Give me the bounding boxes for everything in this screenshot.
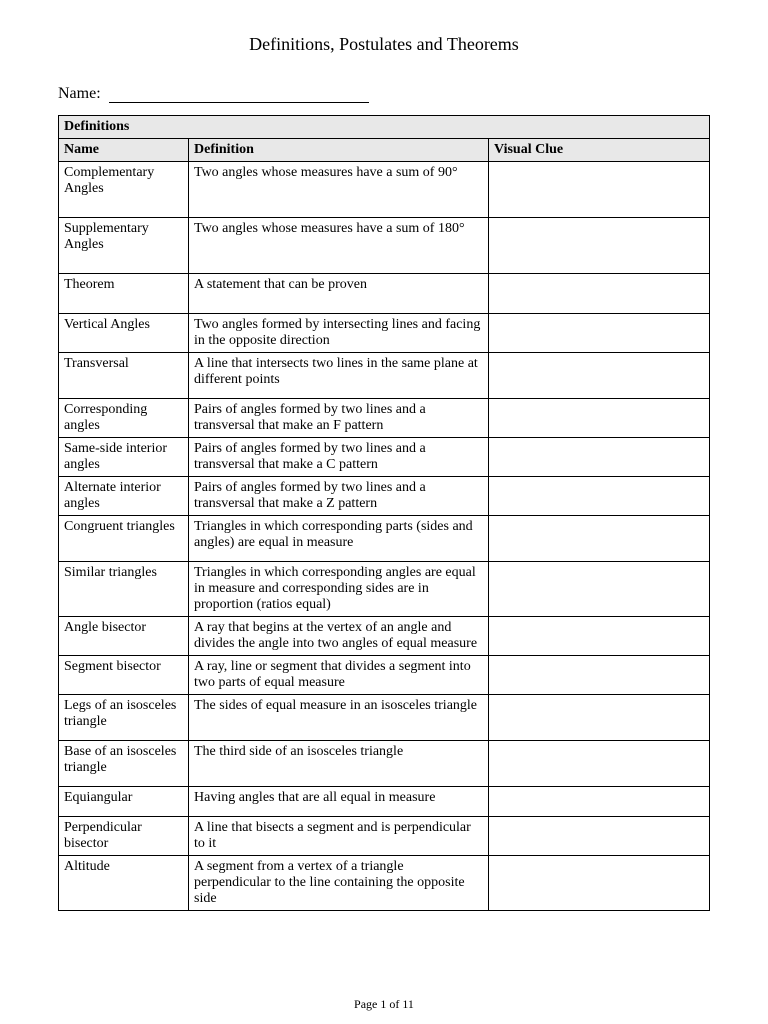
section-header-cell: Definitions — [59, 116, 710, 139]
table-row: Vertical AnglesTwo angles formed by inte… — [59, 314, 710, 353]
term-name-cell: Alternate interior angles — [59, 477, 189, 516]
term-name-cell: Complementary Angles — [59, 162, 189, 218]
definition-cell: Two angles whose measures have a sum of … — [189, 162, 489, 218]
term-name-cell: Theorem — [59, 274, 189, 314]
term-name-cell: Base of an isosceles triangle — [59, 741, 189, 787]
table-row: Perpendicular bisectorA line that bisect… — [59, 817, 710, 856]
term-name-cell: Altitude — [59, 856, 189, 911]
definition-cell: A ray that begins at the vertex of an an… — [189, 617, 489, 656]
table-row: Corresponding anglesPairs of angles form… — [59, 399, 710, 438]
visual-clue-cell — [489, 856, 710, 911]
definition-cell: A ray, line or segment that divides a se… — [189, 656, 489, 695]
definitions-table: Definitions Name Definition Visual Clue … — [58, 115, 710, 911]
visual-clue-cell — [489, 399, 710, 438]
table-row: Angle bisectorA ray that begins at the v… — [59, 617, 710, 656]
term-name-cell: Same-side interior angles — [59, 438, 189, 477]
column-header-row: Name Definition Visual Clue — [59, 139, 710, 162]
visual-clue-cell — [489, 617, 710, 656]
table-row: TransversalA line that intersects two li… — [59, 353, 710, 399]
term-name-cell: Equiangular — [59, 787, 189, 817]
table-row: Congruent trianglesTriangles in which co… — [59, 516, 710, 562]
document-page: Definitions, Postulates and Theorems Nam… — [0, 0, 768, 1024]
table-row: Supplementary AnglesTwo angles whose mea… — [59, 218, 710, 274]
term-name-cell: Legs of an isosceles triangle — [59, 695, 189, 741]
visual-clue-cell — [489, 477, 710, 516]
page-number: Page 1 of 11 — [0, 997, 768, 1012]
definition-cell: The sides of equal measure in an isoscel… — [189, 695, 489, 741]
table-row: Base of an isosceles triangleThe third s… — [59, 741, 710, 787]
visual-clue-cell — [489, 438, 710, 477]
name-field-line: Name: — [58, 85, 710, 103]
term-name-cell: Supplementary Angles — [59, 218, 189, 274]
definition-cell: A line that bisects a segment and is per… — [189, 817, 489, 856]
visual-clue-cell — [489, 218, 710, 274]
term-name-cell: Segment bisector — [59, 656, 189, 695]
table-row: TheoremA statement that can be proven — [59, 274, 710, 314]
table-row: AltitudeA segment from a vertex of a tri… — [59, 856, 710, 911]
visual-clue-cell — [489, 274, 710, 314]
definition-cell: The third side of an isosceles triangle — [189, 741, 489, 787]
term-name-cell: Transversal — [59, 353, 189, 399]
table-row: Similar trianglesTriangles in which corr… — [59, 562, 710, 617]
definition-cell: A statement that can be proven — [189, 274, 489, 314]
term-name-cell: Vertical Angles — [59, 314, 189, 353]
col-header-name: Name — [59, 139, 189, 162]
definition-cell: A segment from a vertex of a triangle pe… — [189, 856, 489, 911]
definition-cell: Pairs of angles formed by two lines and … — [189, 399, 489, 438]
visual-clue-cell — [489, 695, 710, 741]
visual-clue-cell — [489, 162, 710, 218]
table-row: Legs of an isosceles triangleThe sides o… — [59, 695, 710, 741]
visual-clue-cell — [489, 817, 710, 856]
definition-cell: Pairs of angles formed by two lines and … — [189, 438, 489, 477]
definition-cell: Triangles in which corresponding parts (… — [189, 516, 489, 562]
visual-clue-cell — [489, 353, 710, 399]
name-underline — [109, 89, 369, 103]
col-header-visual: Visual Clue — [489, 139, 710, 162]
table-row: Complementary AnglesTwo angles whose mea… — [59, 162, 710, 218]
visual-clue-cell — [489, 741, 710, 787]
visual-clue-cell — [489, 314, 710, 353]
term-name-cell: Congruent triangles — [59, 516, 189, 562]
table-row: Alternate interior anglesPairs of angles… — [59, 477, 710, 516]
term-name-cell: Corresponding angles — [59, 399, 189, 438]
visual-clue-cell — [489, 562, 710, 617]
definition-cell: A line that intersects two lines in the … — [189, 353, 489, 399]
visual-clue-cell — [489, 787, 710, 817]
name-label: Name: — [58, 85, 101, 102]
col-header-definition: Definition — [189, 139, 489, 162]
term-name-cell: Perpendicular bisector — [59, 817, 189, 856]
term-name-cell: Angle bisector — [59, 617, 189, 656]
page-title: Definitions, Postulates and Theorems — [58, 34, 710, 55]
table-row: Same-side interior anglesPairs of angles… — [59, 438, 710, 477]
definition-cell: Having angles that are all equal in meas… — [189, 787, 489, 817]
visual-clue-cell — [489, 656, 710, 695]
table-row: EquiangularHaving angles that are all eq… — [59, 787, 710, 817]
section-header-row: Definitions — [59, 116, 710, 139]
definition-cell: Two angles whose measures have a sum of … — [189, 218, 489, 274]
definition-cell: Triangles in which corresponding angles … — [189, 562, 489, 617]
definition-cell: Two angles formed by intersecting lines … — [189, 314, 489, 353]
visual-clue-cell — [489, 516, 710, 562]
term-name-cell: Similar triangles — [59, 562, 189, 617]
table-row: Segment bisectorA ray, line or segment t… — [59, 656, 710, 695]
definition-cell: Pairs of angles formed by two lines and … — [189, 477, 489, 516]
